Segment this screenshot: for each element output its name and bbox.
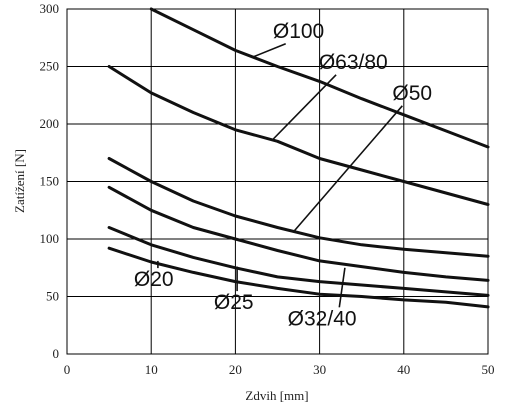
leader-line-1 xyxy=(272,74,337,140)
y-tick-labels: 0 50 100 150 200 250 300 xyxy=(40,1,60,361)
series-line-3 xyxy=(107,185,490,282)
y-tick-label: 0 xyxy=(53,346,60,361)
x-axis-title: Zdvih [mm] xyxy=(245,388,308,403)
series-line-1 xyxy=(107,65,490,206)
x-tick-label: 20 xyxy=(229,362,242,377)
series-label-5: Ø20 xyxy=(134,268,174,291)
x-tick-label: 10 xyxy=(145,362,158,377)
x-tick-label: 0 xyxy=(64,362,71,377)
y-tick-label: 300 xyxy=(40,1,60,16)
x-tick-label: 30 xyxy=(313,362,326,377)
series-line-2 xyxy=(107,157,490,258)
x-tick-label: 40 xyxy=(397,362,410,377)
y-tick-label: 150 xyxy=(40,174,60,189)
series-label-4: Ø25 xyxy=(214,291,254,314)
series-label-2: Ø50 xyxy=(392,82,432,105)
y-axis-title: Zatížení [N] xyxy=(12,149,27,213)
leader-line-0 xyxy=(251,43,286,59)
leader-line-3 xyxy=(338,267,346,308)
leader-line-2 xyxy=(293,105,403,232)
series-label-3: Ø32/40 xyxy=(288,307,357,330)
x-tick-label: 50 xyxy=(482,362,495,377)
plot-frame xyxy=(66,8,489,355)
y-tick-label: 50 xyxy=(46,289,59,304)
series-label-0: Ø100 xyxy=(273,20,324,43)
y-tick-label: 250 xyxy=(40,59,60,74)
x-tick-labels: 0 10 20 30 40 50 xyxy=(64,362,495,377)
series-line-5 xyxy=(107,246,490,309)
series-line-4 xyxy=(107,226,490,297)
y-tick-label: 200 xyxy=(40,116,60,131)
series-label-1: Ø63/80 xyxy=(319,51,388,74)
series-lines xyxy=(107,7,490,309)
y-tick-label: 100 xyxy=(40,231,60,246)
series-line-0 xyxy=(149,7,490,149)
